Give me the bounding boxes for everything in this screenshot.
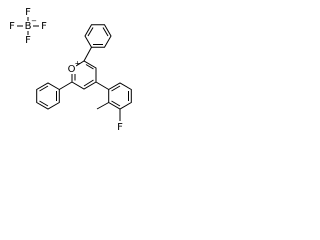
atom-label: F — [9, 21, 15, 32]
bond — [83, 47, 92, 62]
atom-labels: F F B − F F O + F — [9, 7, 123, 133]
phenyl-ring — [84, 24, 112, 48]
double-bond — [85, 64, 94, 70]
methyl-bond — [96, 102, 109, 110]
double-bond — [39, 85, 49, 92]
double-bond — [102, 27, 109, 37]
charge: − — [31, 17, 37, 25]
double-bond — [83, 79, 94, 87]
double-bond — [39, 100, 49, 107]
atom-label: F — [117, 122, 123, 133]
atom-label: F — [25, 7, 31, 18]
label-background — [67, 64, 76, 73]
phenyl-ring — [36, 82, 60, 110]
double-bond — [87, 27, 94, 37]
atom-label: F — [41, 21, 47, 32]
structure-diagram: F F B − F F O + F — [9, 7, 132, 133]
atom-label: O — [68, 64, 76, 75]
charge: + — [75, 60, 81, 68]
bond — [95, 81, 109, 90]
aryl-ring — [108, 82, 132, 110]
atom-label: B — [25, 21, 32, 32]
atom-label: F — [25, 35, 31, 46]
double-bond — [111, 85, 121, 92]
double-bond — [111, 100, 121, 107]
bond — [59, 81, 73, 90]
bonds — [17, 17, 132, 121]
